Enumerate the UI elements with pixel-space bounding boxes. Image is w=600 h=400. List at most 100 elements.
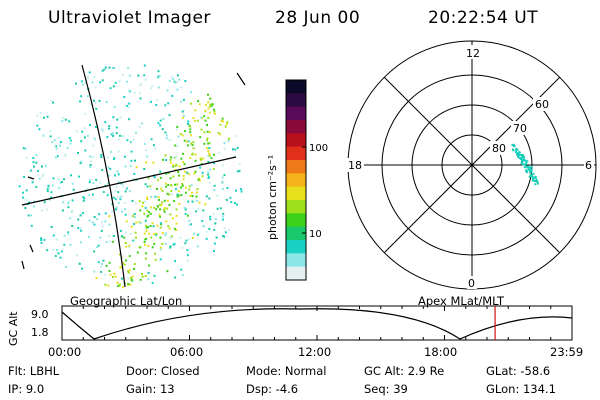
emission-pixel [205, 195, 208, 198]
emission-pixel [165, 137, 168, 140]
emission-pixel [163, 207, 166, 210]
emission-pixel [211, 103, 214, 106]
emission-pixel [205, 237, 208, 240]
emission-pixel [30, 214, 33, 217]
emission-pixel [207, 116, 210, 119]
emission-pixel [209, 168, 212, 171]
emission-pixel [116, 281, 119, 284]
instrument-title: Ultraviolet Imager [48, 8, 211, 28]
emission-pixel [200, 116, 203, 119]
emission-pixel [185, 140, 188, 143]
emission-pixel [146, 215, 149, 218]
emission-pixel [175, 214, 178, 217]
emission-pixel [194, 159, 197, 162]
polar-emission-pixel [517, 155, 519, 158]
emission-pixel [130, 232, 133, 235]
emission-pixel [117, 138, 120, 141]
emission-pixel [139, 84, 142, 87]
emission-pixel [180, 157, 183, 160]
emission-pixel [101, 128, 104, 131]
emission-pixel [98, 213, 101, 216]
emission-pixel [67, 200, 70, 203]
colorbar-gradient [286, 80, 306, 281]
emission-pixel [201, 220, 204, 222]
emission-pixel [24, 147, 27, 150]
emission-pixel [190, 184, 193, 187]
emission-pixel [112, 134, 115, 137]
emission-pixel [182, 174, 185, 177]
emission-pixel [150, 206, 153, 209]
emission-pixel [206, 139, 208, 142]
emission-pixel [183, 139, 186, 142]
time-tick-1200: 12:00 [298, 345, 332, 359]
emission-pixel [179, 133, 182, 136]
emission-pixel [205, 230, 208, 233]
emission-pixel [191, 153, 194, 156]
emission-pixel [78, 262, 81, 265]
glon-value: GLon: 134.1 [486, 382, 556, 396]
emission-pixel [214, 218, 217, 221]
emission-pixel [41, 209, 43, 212]
emission-pixel [127, 283, 130, 285]
emission-pixel [108, 127, 111, 130]
emission-pixel [167, 102, 170, 105]
emission-pixel [89, 178, 92, 181]
emission-pixel [202, 157, 205, 160]
polar-emission-pixel [526, 160, 529, 163]
emission-pixel [92, 182, 95, 185]
emission-pixel [151, 222, 154, 225]
emission-pixel [74, 82, 77, 85]
emission-pixel [187, 120, 190, 123]
emission-pixel [120, 277, 123, 280]
emission-pixel [170, 235, 173, 238]
emission-pixel [238, 169, 241, 172]
emission-pixel [25, 199, 28, 201]
emission-pixel [94, 126, 97, 128]
emission-pixel [185, 186, 187, 189]
emission-pixel [112, 116, 115, 119]
polar-emission-pixel [530, 165, 533, 168]
emission-pixel [125, 245, 128, 248]
emission-pixel [84, 149, 87, 152]
polar-emission-pixel [534, 183, 537, 186]
time-tick-1800: 18:00 [424, 345, 458, 359]
emission-pixel [104, 66, 107, 69]
emission-pixel [196, 199, 199, 202]
emission-pixel [171, 94, 174, 97]
emission-pixel [24, 207, 27, 209]
emission-pixel [186, 249, 189, 251]
polar-emission-pixel [511, 144, 514, 146]
emission-pixel [128, 118, 131, 121]
emission-pixel [213, 228, 216, 231]
emission-pixel [199, 136, 202, 139]
polar-emission [511, 143, 539, 186]
filter-value: Flt: LBHL [8, 364, 60, 378]
emission-pixel [123, 263, 126, 266]
polar-emission-pixel [522, 159, 524, 161]
emission-pixel [123, 202, 126, 205]
polar-emission-pixel [528, 171, 531, 174]
emission-pixel [198, 201, 201, 204]
polar-emission-pixel [531, 179, 534, 182]
emission-pixel [103, 68, 106, 71]
emission-pixel [145, 161, 148, 164]
emission-pixel [80, 80, 83, 83]
emission-pixel [191, 200, 194, 203]
emission-pixel [169, 158, 172, 161]
emission-pixel [164, 242, 167, 245]
polar-emission-pixel [529, 174, 532, 177]
emission-pixel [106, 194, 109, 197]
emission-pixel [153, 242, 156, 245]
emission-pixel [201, 175, 204, 178]
emission-pixel [164, 182, 167, 185]
emission-pixel [236, 203, 238, 206]
emission-pixel [144, 78, 147, 81]
emission-pixel [83, 127, 86, 130]
emission-pixel [216, 194, 219, 197]
polar-emission-pixel [528, 168, 531, 171]
emission-pixel [22, 191, 24, 194]
emission-pixel [138, 126, 141, 129]
emission-pixel [182, 116, 185, 119]
emission-pixel [70, 174, 72, 177]
emission-pixel [200, 163, 203, 165]
